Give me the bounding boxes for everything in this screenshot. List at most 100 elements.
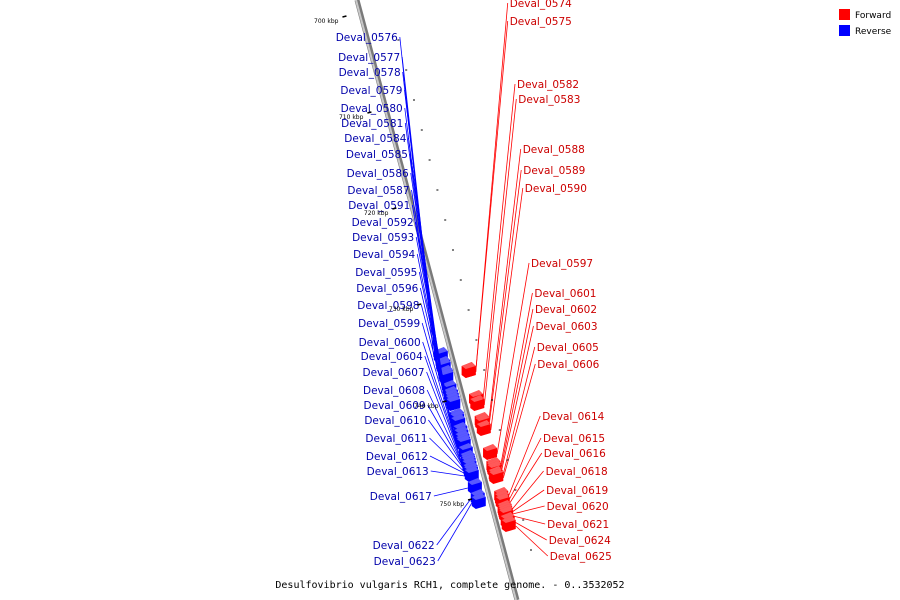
- leader-reverse-27: [433, 487, 468, 497]
- leader-reverse-19: [424, 355, 460, 454]
- gene-label-forward: Deval_0618: [546, 466, 608, 478]
- gene-forward-1-shade: [461, 362, 476, 369]
- leader-forward-18: [512, 505, 545, 515]
- gene-label-forward: Deval_0590: [525, 183, 587, 195]
- gene-label-reverse: Deval_0581: [341, 118, 403, 130]
- legend-forward-swatch: [839, 9, 850, 20]
- leader-forward-20: [514, 521, 547, 541]
- gene-label-forward: Deval_0602: [535, 304, 597, 316]
- tick-label: 710 kbp: [339, 114, 364, 121]
- gene-label-forward: Deval_0589: [523, 165, 585, 177]
- gene-label-forward: Deval_0624: [549, 535, 611, 547]
- leader-reverse-25: [429, 455, 465, 474]
- gene-label-forward: Deval_0583: [518, 94, 580, 106]
- gene-label-forward: Deval_0597: [531, 258, 593, 270]
- leader-forward-6: [490, 187, 524, 431]
- gene-label-reverse: Deval_0596: [356, 283, 418, 295]
- gene-reverse-9-shade: [445, 392, 460, 399]
- gene-reverse-29-body: [471, 493, 486, 509]
- gene-forward-5-shade: [475, 414, 490, 421]
- leader-forward-13: [507, 415, 541, 498]
- gene-reverse-8-shade: [444, 389, 459, 396]
- gene-label-reverse: Deval_0586: [347, 168, 409, 180]
- gene-label-reverse: Deval_0613: [367, 466, 429, 478]
- gene-label-forward: Deval_0619: [546, 485, 608, 497]
- tick-mark: [442, 400, 447, 403]
- leader-reverse-26: [430, 470, 465, 477]
- gene-reverse-29-shade: [471, 493, 486, 500]
- gene-reverse-29: [471, 493, 486, 509]
- gene-forward-1-body: [461, 362, 476, 378]
- leader-reverse-15: [419, 287, 455, 437]
- gene-label-reverse: Deval_0608: [363, 385, 425, 397]
- gene-forward-7: [483, 444, 498, 460]
- gene-forward-10-shade: [487, 461, 502, 468]
- tick-mark: [367, 111, 372, 114]
- gene-reverse-25-shade: [463, 463, 478, 470]
- gene-label-forward: Deval_0614: [542, 411, 604, 423]
- gene-forward-6-body: [476, 420, 491, 436]
- gene-label-forward: Deval_0606: [537, 359, 599, 371]
- gene-reverse-10: [446, 395, 461, 411]
- leader-reverse-17: [421, 322, 457, 444]
- gene-label-reverse: Deval_0576: [336, 32, 398, 44]
- tick-mark: [467, 498, 473, 501]
- leader-forward-17: [511, 489, 545, 513]
- gene-label-reverse: Deval_0604: [361, 351, 423, 363]
- gene-forward-21-body: [501, 516, 516, 532]
- gene-forward-1: [461, 362, 476, 378]
- gene-reverse-13-shade: [451, 414, 466, 421]
- leader-reverse-29: [437, 502, 473, 562]
- gene-forward-21: [501, 516, 516, 532]
- legend: Forward Reverse: [839, 9, 892, 37]
- tick-label: 740 kbp: [414, 403, 439, 410]
- gene-forward-7-shade: [483, 444, 498, 451]
- leader-forward-9: [500, 308, 534, 470]
- gene-reverse-14-shade: [453, 422, 468, 429]
- gene-label-forward: Deval_0588: [523, 144, 585, 156]
- leader-forward-3: [483, 98, 517, 406]
- gene-forward-6: [476, 420, 491, 436]
- tick-label: 750 kbp: [440, 501, 465, 508]
- gene-reverse-15-shade: [454, 426, 469, 433]
- leader-reverse-28: [436, 498, 472, 546]
- gene-label-reverse: Deval_0611: [365, 433, 427, 445]
- gene-label-reverse: Deval_0584: [344, 133, 406, 145]
- tick-mark: [342, 15, 347, 18]
- gene-label-reverse: Deval_0617: [370, 491, 432, 503]
- gene-label-forward: Deval_0582: [517, 79, 579, 91]
- leader-reverse-22: [427, 404, 462, 465]
- gene-forward-19-shade: [499, 506, 514, 513]
- leader-forward-4: [488, 148, 522, 423]
- gene-label-reverse: Deval_0587: [347, 185, 409, 197]
- gene-label-reverse: Deval_0579: [340, 85, 402, 97]
- leader-forward-2: [482, 83, 516, 401]
- gene-features: [433, 347, 516, 532]
- gene-label-reverse: Deval_0623: [374, 556, 436, 568]
- gene-forward-21-shade: [501, 516, 516, 523]
- gene-forward-12-body: [489, 468, 504, 484]
- gene-label-forward: Deval_0603: [535, 321, 597, 333]
- leader-reverse-18: [422, 341, 458, 446]
- tick-label: 700 kbp: [314, 18, 339, 25]
- gene-forward-3-body: [470, 395, 485, 411]
- gene-reverse-23-shade: [462, 457, 477, 464]
- genome-axis: [354, 0, 520, 600]
- gene-label-reverse: Deval_0600: [359, 337, 421, 349]
- gene-label-reverse: Deval_0585: [346, 149, 408, 161]
- gene-label-forward: Deval_0615: [543, 433, 605, 445]
- leader-forward-7: [496, 262, 530, 455]
- gene-label-reverse: Deval_0595: [355, 267, 417, 279]
- gene-reverse-26-body: [464, 466, 479, 482]
- axis-line: [355, 0, 517, 600]
- gene-label-reverse: Deval_0610: [364, 415, 426, 427]
- gene-reverse-18-shade: [456, 435, 471, 442]
- tick-mark: [392, 207, 397, 210]
- gene-forward-15-shade: [495, 493, 510, 500]
- leader-forward-19: [513, 515, 546, 525]
- gene-reverse-19-shade: [458, 443, 473, 450]
- gene-label-reverse: Deval_0592: [352, 217, 414, 229]
- gene-reverse-12-shade: [450, 410, 465, 417]
- legend-reverse-label: Reverse: [855, 27, 892, 37]
- leader-forward-21: [515, 525, 549, 557]
